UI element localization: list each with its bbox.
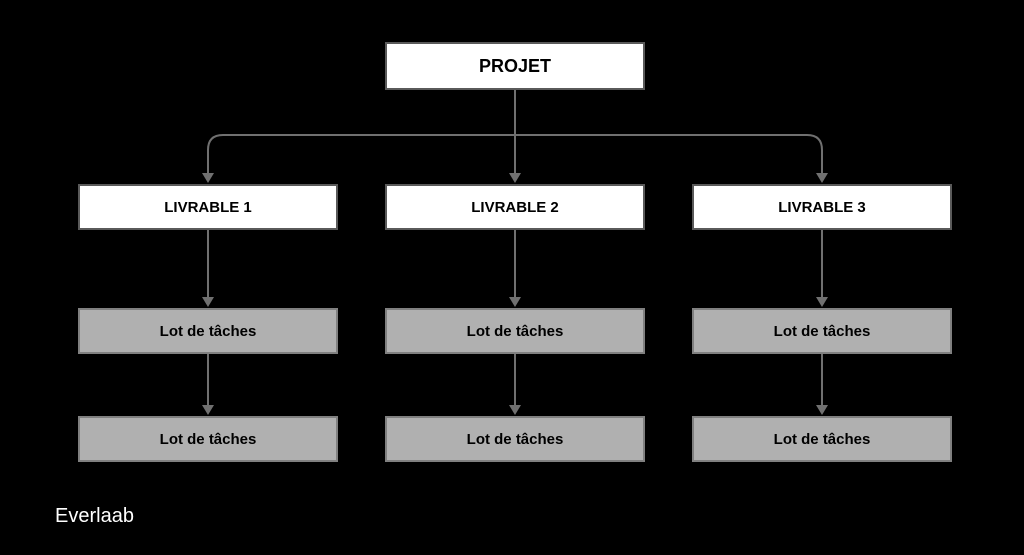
branch-2-header: LIVRABLE 2: [385, 184, 645, 230]
branch-3-header-label: LIVRABLE 3: [778, 199, 866, 216]
branch-2-header-label: LIVRABLE 2: [471, 199, 559, 216]
branch-3-task-1: Lot de tâches: [692, 308, 952, 354]
branch-2-task-1-label: Lot de tâches: [467, 323, 564, 340]
branch-2-task-2-label: Lot de tâches: [467, 431, 564, 448]
branch-1-task-2: Lot de tâches: [78, 416, 338, 462]
branch-2-task-1: Lot de tâches: [385, 308, 645, 354]
branch-3-header: LIVRABLE 3: [692, 184, 952, 230]
branch-2-task-2: Lot de tâches: [385, 416, 645, 462]
footer-text: Everlaab: [55, 505, 134, 527]
branch-1-task-2-label: Lot de tâches: [160, 431, 257, 448]
branch-1-task-1-label: Lot de tâches: [160, 323, 257, 340]
footer-brand: Everlaab: [55, 505, 134, 528]
branch-1-header-label: LIVRABLE 1: [164, 199, 252, 216]
branch-3-task-2-label: Lot de tâches: [774, 431, 871, 448]
branch-1-task-1: Lot de tâches: [78, 308, 338, 354]
root-label: PROJET: [479, 56, 551, 77]
branch-3-task-2: Lot de tâches: [692, 416, 952, 462]
root-node: PROJET: [385, 42, 645, 90]
branch-3-task-1-label: Lot de tâches: [774, 323, 871, 340]
branch-1-header: LIVRABLE 1: [78, 184, 338, 230]
